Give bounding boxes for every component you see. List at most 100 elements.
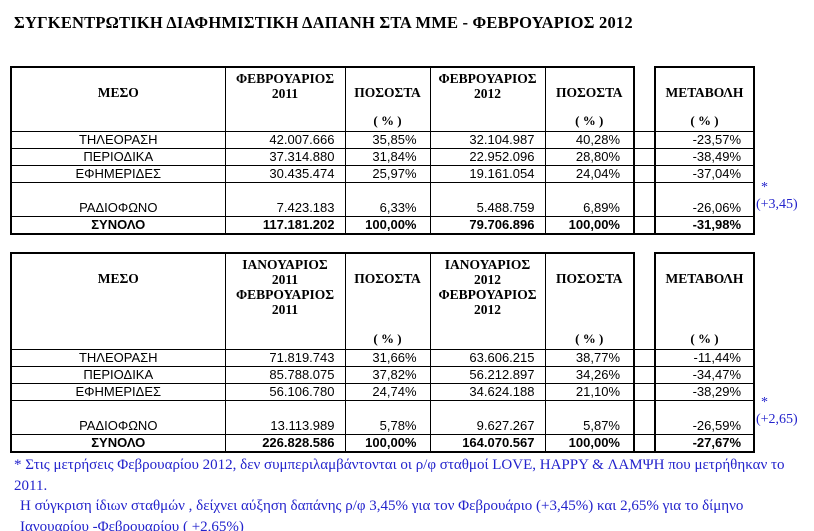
percent-unit-label: ( % ): [373, 330, 402, 346]
percent-prev-cell: 31,66%: [344, 348, 431, 367]
table-row-radio: ΡΑΔΙΟΦΩΝΟ 13.113.989 5,78% 9.627.267 5,8…: [10, 399, 755, 435]
amount-prev-cell: 85.788.075: [224, 365, 346, 384]
radio-note-value: (+3,45): [756, 197, 798, 212]
spacer-cell: [633, 433, 656, 453]
percent-unit-label: ( % ): [373, 112, 402, 128]
change-cell: -23,57%: [654, 130, 755, 149]
column-header-percent-prev: ΠΟΣΟΣΤΑ( % ): [344, 66, 431, 132]
table-row-magazines: ΠΕΡΙΟΔΙΚΑ 85.788.075 37,82% 56.212.897 3…: [10, 365, 755, 384]
table-row-television: ΤΗΛΕΟΡΑΣΗ 42.007.666 35,85% 32.104.987 4…: [10, 130, 755, 149]
column-header-change: ΜΕΤΑΒΟΛΗ( % ): [654, 66, 755, 132]
amount-curr-cell: 32.104.987: [429, 130, 546, 149]
percent-curr-cell: 34,26%: [544, 365, 635, 384]
spacer-cell: [633, 365, 656, 384]
radio-note-value: (+2,65): [756, 412, 798, 427]
table-row-newspapers: ΕΦΗΜΕΡΙΔΕΣ 30.435.474 25,97% 19.161.054 …: [10, 164, 755, 183]
radio-note-asterisk: *: [761, 180, 768, 195]
percent-curr-cell: 21,10%: [544, 382, 635, 401]
percent-curr-cell: 6,89%: [544, 181, 635, 217]
amount-prev-cell: 56.106.780: [224, 382, 346, 401]
amount-curr-cell: 63.606.215: [429, 348, 546, 367]
total-percent-curr-cell: 100,00%: [544, 433, 635, 453]
amount-curr-cell: 9.627.267: [429, 399, 546, 435]
amount-prev-cell: 71.819.743: [224, 348, 346, 367]
table-row-magazines: ΠΕΡΙΟΔΙΚΑ 37.314.880 31,84% 22.952.096 2…: [10, 147, 755, 166]
percent-curr-cell: 38,77%: [544, 348, 635, 367]
amount-curr-cell: 19.161.054: [429, 164, 546, 183]
total-amount-curr-cell: 79.706.896: [429, 215, 546, 235]
radio-note-asterisk: *: [761, 395, 768, 410]
table-february-comparison: ΜΕΣΟ ΦΕΒΡΟΥΑΡΙΟΣ 2011 ΠΟΣΟΣΤΑ( % ) ΦΕΒΡΟ…: [10, 66, 755, 235]
total-label-cell: ΣΥΝΟΛΟ: [10, 215, 226, 235]
amount-curr-cell: 56.212.897: [429, 365, 546, 384]
total-percent-prev-cell: 100,00%: [344, 215, 431, 235]
footnote-line-1: * Στις μετρήσεις Φεβρουαρίου 2012, δεν σ…: [14, 457, 785, 494]
total-percent-prev-cell: 100,00%: [344, 433, 431, 453]
table-header-row: ΜΕΣΟ ΦΕΒΡΟΥΑΡΙΟΣ 2011 ΠΟΣΟΣΤΑ( % ) ΦΕΒΡΟ…: [10, 66, 755, 132]
percent-prev-cell: 31,84%: [344, 147, 431, 166]
spacer-cell: [633, 215, 656, 235]
percent-unit-label: ( % ): [575, 112, 604, 128]
change-cell: -11,44%: [654, 348, 755, 367]
change-cell: -38,29%: [654, 382, 755, 401]
table-row-total: ΣΥΝΟΛΟ 226.828.586 100,00% 164.070.567 1…: [10, 433, 755, 453]
spacer-cell: [633, 382, 656, 401]
amount-curr-cell: 34.624.188: [429, 382, 546, 401]
column-header-percent-prev: ΠΟΣΟΣΤΑ( % ): [344, 252, 431, 350]
amount-prev-cell: 30.435.474: [224, 164, 346, 183]
percent-unit-label: ( % ): [575, 330, 604, 346]
percent-prev-cell: 6,33%: [344, 181, 431, 217]
change-cell: -26,06%: [654, 181, 755, 217]
change-cell: -37,04%: [654, 164, 755, 183]
amount-prev-cell: 37.314.880: [224, 147, 346, 166]
percent-curr-cell: 5,87%: [544, 399, 635, 435]
percent-prev-cell: 37,82%: [344, 365, 431, 384]
medium-name-cell: ΕΦΗΜΕΡΙΔΕΣ: [10, 164, 226, 183]
footnote-line-3: Ιανουαρίου -Φεβρουαρίου ( +2,65%): [20, 518, 244, 531]
percent-prev-cell: 5,78%: [344, 399, 431, 435]
column-header-percent-curr: ΠΟΣΟΣΤΑ( % ): [544, 252, 635, 350]
table-row-radio: ΡΑΔΙΟΦΩΝΟ 7.423.183 6,33% 5.488.759 6,89…: [10, 181, 755, 217]
total-amount-curr-cell: 164.070.567: [429, 433, 546, 453]
column-header-medium: ΜΕΣΟ: [10, 252, 226, 350]
footnote: * Στις μετρήσεις Φεβρουαρίου 2012, δεν σ…: [14, 455, 806, 531]
percent-prev-cell: 35,85%: [344, 130, 431, 149]
amount-prev-cell: 13.113.989: [224, 399, 346, 435]
table-row-total: ΣΥΝΟΛΟ 117.181.202 100,00% 79.706.896 10…: [10, 215, 755, 235]
total-change-cell: -27,67%: [654, 433, 755, 453]
column-header-period-prev: ΙΑΝΟΥΑΡΙΟΣ 2011 ΦΕΒΡΟΥΑΡΙΟΣ 2011: [224, 252, 346, 350]
percent-prev-cell: 24,74%: [344, 382, 431, 401]
medium-name-cell: ΡΑΔΙΟΦΩΝΟ: [10, 181, 226, 217]
table-row-newspapers: ΕΦΗΜΕΡΙΔΕΣ 56.106.780 24,74% 34.624.188 …: [10, 382, 755, 401]
total-amount-prev-cell: 226.828.586: [224, 433, 346, 453]
medium-name-cell: ΠΕΡΙΟΔΙΚΑ: [10, 365, 226, 384]
spacer-cell: [633, 147, 656, 166]
spacer-cell: [633, 181, 656, 217]
medium-name-cell: ΤΗΛΕΟΡΑΣΗ: [10, 348, 226, 367]
total-change-cell: -31,98%: [654, 215, 755, 235]
footnote-line-2: Η σύγκριση ίδιων σταθμών , δείχνει αύξησ…: [20, 498, 744, 514]
percent-unit-label: ( % ): [690, 330, 719, 346]
spacer-cell: [633, 164, 656, 183]
percent-curr-cell: 24,04%: [544, 164, 635, 183]
percent-curr-cell: 28,80%: [544, 147, 635, 166]
amount-curr-cell: 5.488.759: [429, 181, 546, 217]
change-cell: -38,49%: [654, 147, 755, 166]
spacer-cell: [633, 348, 656, 367]
medium-name-cell: ΤΗΛΕΟΡΑΣΗ: [10, 130, 226, 149]
spacer-cell: [633, 130, 656, 149]
total-percent-curr-cell: 100,00%: [544, 215, 635, 235]
change-cell: -34,47%: [654, 365, 755, 384]
table-two-month-comparison: ΜΕΣΟ ΙΑΝΟΥΑΡΙΟΣ 2011 ΦΕΒΡΟΥΑΡΙΟΣ 2011 ΠΟ…: [10, 252, 755, 453]
column-header-period-curr: ΙΑΝΟΥΑΡΙΟΣ 2012 ΦΕΒΡΟΥΑΡΙΟΣ 2012: [429, 252, 546, 350]
change-cell: -26,59%: [654, 399, 755, 435]
column-header-change: ΜΕΤΑΒΟΛΗ( % ): [654, 252, 755, 350]
percent-curr-cell: 40,28%: [544, 130, 635, 149]
column-header-percent-curr: ΠΟΣΟΣΤΑ( % ): [544, 66, 635, 132]
percent-prev-cell: 25,97%: [344, 164, 431, 183]
page-title: ΣΥΓΚΕΝΤΡΩΤΙΚΗ ΔΙΑΦΗΜΙΣΤΙΚΗ ΔΑΠΑΝΗ ΣΤΑ ΜΜ…: [14, 13, 633, 32]
total-label-cell: ΣΥΝΟΛΟ: [10, 433, 226, 453]
column-header-medium: ΜΕΣΟ: [10, 66, 226, 132]
spacer-cell: [633, 399, 656, 435]
